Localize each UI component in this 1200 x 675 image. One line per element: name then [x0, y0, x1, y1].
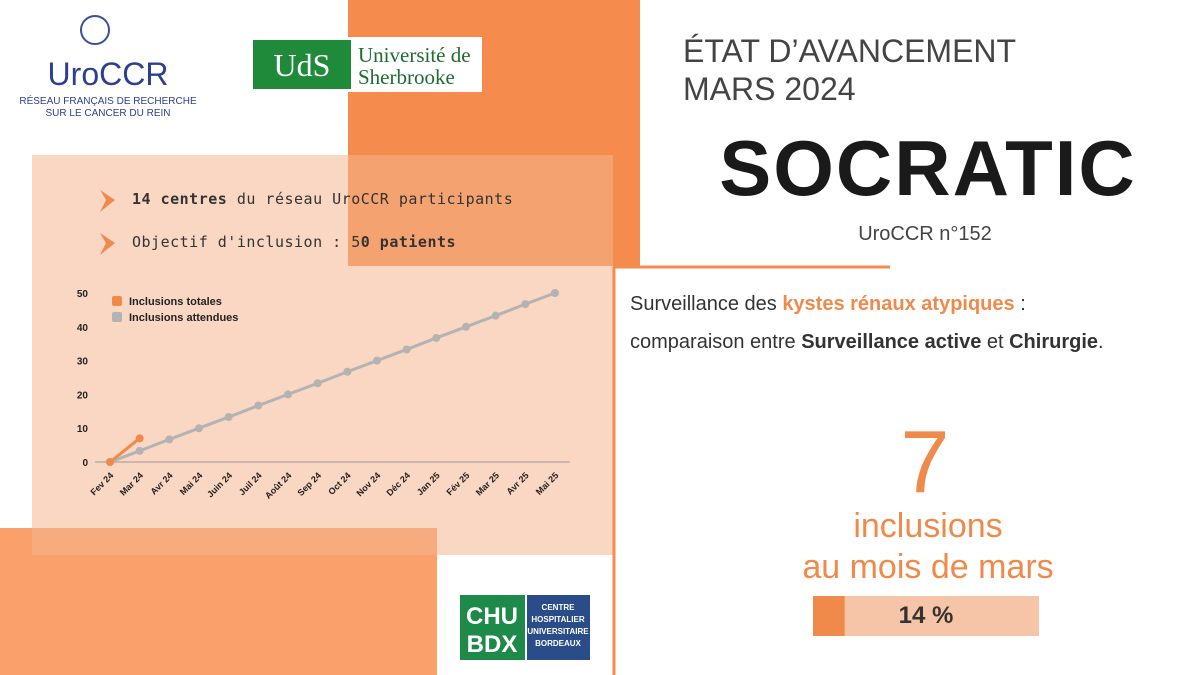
point	[135, 446, 144, 455]
series-line	[109, 437, 141, 464]
point	[135, 434, 144, 443]
bullet-icon	[100, 233, 115, 255]
title: ÉTAT D’AVANCEMENT	[683, 33, 1016, 69]
study-number: UroCCR n°152	[858, 223, 992, 245]
bullet-bold: 0 patients	[361, 233, 456, 251]
point	[551, 289, 559, 297]
study-name: SOCRATIC	[719, 124, 1137, 212]
logo-block	[460, 595, 525, 660]
logo-text: UroCCR	[48, 56, 169, 92]
point	[373, 356, 381, 365]
progress-label: 14 %	[899, 602, 954, 629]
logo-sub: SUR LE CANCER DU REIN	[45, 108, 170, 119]
logo-block	[253, 40, 351, 89]
point	[313, 379, 322, 388]
count-caption: au mois de mars	[802, 548, 1053, 586]
bullet-text: Objectif d'inclusion : 5	[132, 233, 361, 251]
logo-text: CENTRE	[542, 603, 576, 612]
point	[462, 322, 470, 331]
description-text: :	[1015, 293, 1026, 315]
point	[284, 390, 292, 399]
uds-logo: UdS Université de Sherbrooke	[250, 37, 482, 92]
uroccr-logo: UroCCR RÉSEAU FRANÇAIS DE RECHERCHE SUR …	[19, 15, 197, 119]
y-tick-label: 0	[82, 458, 88, 469]
point	[106, 458, 114, 466]
point	[432, 333, 441, 342]
logo-text: HOSPITALIER	[531, 615, 584, 624]
point	[195, 424, 203, 433]
point	[491, 311, 500, 320]
legend-label: Inclusions totales	[129, 296, 222, 308]
y-tick-label: 50	[77, 289, 89, 300]
y-tick-label: 30	[77, 357, 89, 368]
point	[165, 435, 174, 444]
progress-fill	[813, 596, 845, 636]
description-text: .	[1098, 331, 1104, 353]
bullet: 14 centres du réseau UroCCR participants	[132, 190, 513, 208]
y-tick-label: 20	[77, 390, 89, 401]
point	[254, 401, 263, 410]
legend-label: Inclusions attendues	[129, 312, 238, 324]
logo-text: BORDEAUX	[535, 639, 581, 648]
logo-sub: RÉSEAU FRANÇAIS DE RECHERCHE	[19, 94, 197, 107]
count-caption: inclusions	[853, 507, 1002, 545]
description-highlight: kystes rénaux atypiques	[782, 293, 1014, 315]
bullet-bold: 14 centres	[132, 190, 227, 208]
logo-text: Sherbrooke	[358, 65, 455, 89]
description-text: comparaison entre	[630, 331, 801, 353]
description: Surveillance des kystes rénaux atypiques…	[630, 293, 1026, 315]
logo-text: CHU	[466, 603, 518, 630]
point	[402, 345, 411, 354]
description-text: et	[981, 331, 1009, 353]
legend-swatch	[112, 296, 122, 306]
logo-text: UNIVERSITAIRE	[527, 627, 589, 636]
description-bold: Surveillance active	[801, 331, 981, 353]
y-tick-label: 40	[77, 323, 89, 334]
logo-icon	[80, 15, 110, 45]
chu-logo: CHU BDX CENTRE HOSPITALIER UNIVERSITAIRE…	[460, 595, 590, 660]
description-text: Surveillance des	[630, 293, 782, 315]
bullet-icon	[100, 190, 115, 212]
point	[521, 300, 530, 309]
bullet-text: du réseau UroCCR participants	[227, 190, 513, 208]
description: comparaison entre Surveillance active et…	[630, 331, 1104, 353]
logo-text: Université de	[358, 43, 471, 67]
y-tick-label: 10	[77, 424, 89, 435]
bullet: Objectif d'inclusion : 50 patients	[132, 233, 456, 251]
chart-panel	[32, 155, 613, 555]
description-bold: Chirurgie	[1009, 331, 1098, 353]
legend-swatch	[112, 312, 122, 322]
title: MARS 2024	[683, 71, 856, 107]
progress-track	[813, 596, 1039, 636]
point	[224, 413, 233, 422]
logo-text: UdS	[274, 47, 331, 83]
logo-text: BDX	[467, 631, 518, 658]
point	[343, 367, 352, 376]
count: 7	[901, 412, 950, 511]
logo-block	[527, 595, 590, 660]
series-line	[109, 291, 556, 464]
